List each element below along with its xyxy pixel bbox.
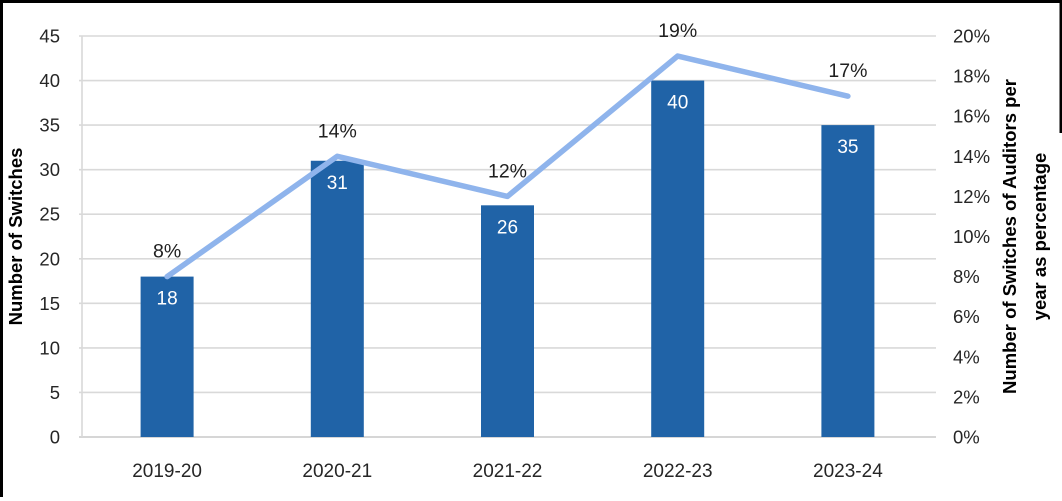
left-axis-tick: 15 [39, 293, 60, 314]
bar-2019-20 [140, 276, 194, 437]
line-value-label: 12% [488, 160, 527, 182]
line-value-label: 14% [318, 120, 357, 142]
left-axis-tick: 35 [39, 115, 60, 136]
right-axis-tick: 14% [953, 146, 990, 167]
x-axis-label: 2020-21 [302, 461, 372, 482]
right-axis-tick: 0% [953, 427, 980, 448]
bar-value-label: 35 [837, 137, 858, 158]
right-axis-tick: 2% [953, 386, 980, 407]
line-value-label: 8% [153, 241, 181, 263]
right-axis-tick: 8% [953, 266, 980, 287]
x-axis-label: 2023-24 [813, 461, 883, 482]
bar-2021-22 [481, 205, 534, 437]
bar-value-label: 18 [157, 289, 178, 310]
right-axis-tick: 4% [953, 346, 980, 367]
left-axis-tick: 5 [50, 382, 60, 403]
bar-2023-24 [821, 125, 875, 437]
frame-border-top [0, 0, 1062, 3]
left-axis-tick: 0 [50, 427, 60, 448]
right-axis-tick: 20% [953, 26, 990, 47]
right-axis-tick: 6% [953, 306, 980, 327]
left-axis-title: Number of Switches [5, 148, 26, 326]
right-axis-title-line2: year as percentage [1029, 153, 1050, 321]
bar-value-label: 40 [667, 93, 688, 114]
left-axis-tick: 45 [39, 26, 60, 47]
x-axis-label: 2019-20 [132, 461, 202, 482]
left-axis-tick: 40 [39, 70, 60, 91]
bar-value-label: 26 [497, 217, 518, 238]
right-axis-tick: 10% [953, 226, 990, 247]
right-axis-tick: 18% [953, 66, 990, 87]
bar-value-label: 31 [327, 173, 348, 194]
right-axis-title-line1: Number of Switches of Auditors per [999, 79, 1020, 394]
x-axis-label: 2021-22 [473, 461, 543, 482]
frame-border-right-segment [1059, 0, 1062, 133]
line-value-label: 17% [828, 60, 867, 82]
x-axis-label: 2022-23 [643, 461, 713, 482]
frame-border-left [0, 0, 3, 497]
line-value-label: 19% [658, 20, 697, 42]
left-axis-tick: 20 [39, 248, 60, 269]
bar-2022-23 [651, 80, 705, 438]
left-axis-tick: 30 [39, 159, 60, 180]
left-axis-tick: 25 [39, 204, 60, 225]
left-axis-tick: 10 [39, 337, 60, 358]
right-axis-tick: 16% [953, 106, 990, 127]
right-axis-tick: 12% [953, 186, 990, 207]
bar-2020-21 [310, 160, 364, 437]
percentage-line [164, 53, 851, 280]
